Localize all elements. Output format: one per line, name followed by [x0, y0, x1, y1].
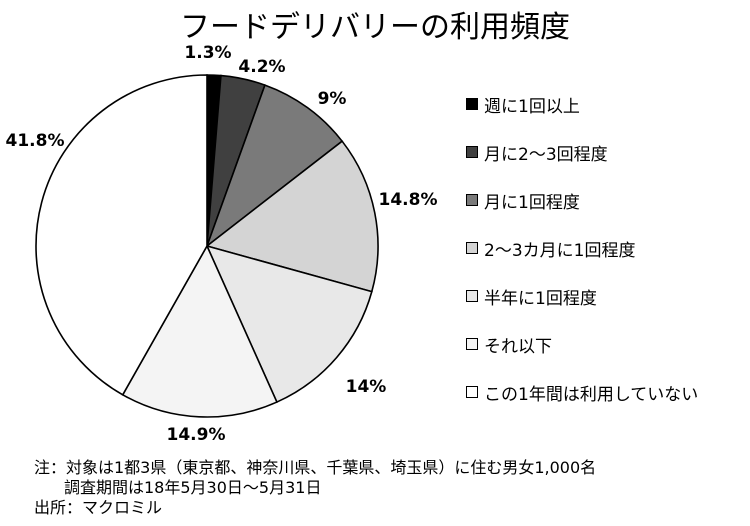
- pie-slice-3: [205, 84, 344, 249]
- legend-item-5: 半年に1回程度: [466, 284, 597, 309]
- legend-label: 週に1回以上: [484, 96, 580, 117]
- legend-swatch: [466, 98, 478, 110]
- legend-item-1: 週に1回以上: [466, 92, 580, 117]
- slice-value-label-5: 14%: [346, 377, 387, 397]
- legend-item-6: それ以下: [466, 332, 552, 357]
- legend-swatch: [466, 290, 478, 302]
- legend-label: 月に1回程度: [484, 192, 580, 213]
- pie-slice-6: [121, 244, 278, 418]
- slice-value-label-7: 41.8%: [6, 131, 65, 151]
- legend-swatch: [466, 338, 478, 350]
- legend-swatch: [466, 194, 478, 206]
- legend-label: それ以下: [484, 336, 552, 357]
- pie-slices: [35, 74, 379, 418]
- slice-value-label-4: 14.8%: [379, 190, 438, 210]
- notes: 注：対象は1都3県（東京都、神奈川県、千葉県、埼玉県）に住む男女1,000名 調…: [34, 458, 596, 518]
- legend-swatch: [466, 242, 478, 254]
- slice-value-label-6: 14.9%: [167, 425, 226, 445]
- pie-slice-4: [205, 140, 379, 293]
- pie-value-labels: 1.3% 4.2% 9% 14.8% 14% 14.9% 41.8%: [6, 43, 438, 445]
- legend-label: 月に2～3回程度: [484, 144, 608, 165]
- legend-item-4: 2～3カ月に1回程度: [466, 236, 636, 261]
- legend-swatch: [466, 386, 478, 398]
- legend-label: 2～3カ月に1回程度: [484, 240, 636, 261]
- legend-label: この1年間は利用していない: [484, 384, 699, 405]
- legend-item-2: 月に2～3回程度: [466, 140, 608, 165]
- note-target: 注：対象は1都3県（東京都、神奈川県、千葉県、埼玉県）に住む男女1,000名: [34, 458, 597, 477]
- note-period: 調査期間は18年5月30日～5月31日: [64, 478, 322, 497]
- note-source: 出所：マクロミル: [34, 498, 163, 517]
- pie-slice-7: [35, 74, 208, 396]
- chart-title: フードデリバリーの利用頻度: [180, 10, 570, 45]
- pie-slice-5: [205, 244, 373, 404]
- legend-swatch: [466, 146, 478, 158]
- slice-value-label-2: 4.2%: [238, 57, 285, 77]
- legend-label: 半年に1回程度: [484, 288, 597, 309]
- slice-value-label-3: 9%: [318, 89, 347, 109]
- legend-item-7: この1年間は利用していない: [466, 380, 699, 405]
- slice-value-label-1: 1.3%: [184, 43, 231, 63]
- legend-item-3: 月に1回程度: [466, 188, 580, 213]
